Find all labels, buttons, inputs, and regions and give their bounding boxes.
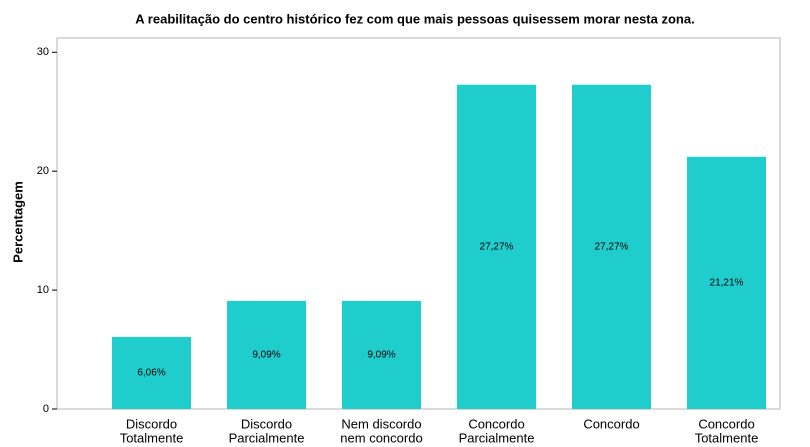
data-label: 27,27% [595,242,629,253]
y-tick-label: 30 [37,46,49,58]
x-tick-label: Totalmente [695,430,759,445]
x-tick-label: Nem discordo [341,416,421,431]
data-label: 21,21% [710,278,744,289]
data-label: 9,09% [367,350,395,361]
chart-title: A reabilitação do centro histórico fez c… [135,11,694,26]
x-tick-label: Discordo [126,416,177,431]
y-tick-label: 10 [37,284,49,296]
bar [687,156,766,409]
bar [457,84,536,410]
x-tick-label: Concordo [468,416,524,431]
x-tick-label: Concordo [583,416,639,431]
y-axis-label: Percentagem [10,181,25,263]
data-label: 9,09% [252,350,280,361]
bar [342,300,421,409]
x-tick-label: Parcialmente [459,430,535,445]
x-tick-label: nem concordo [340,430,422,445]
x-tick-label: Parcialmente [229,430,305,445]
bar [112,336,191,409]
x-tick-label: Concordo [698,416,754,431]
data-label: 6,06% [137,368,165,379]
x-tick-label: Totalmente [120,430,184,445]
data-label: 27,27% [480,242,514,253]
y-tick-label: 0 [43,403,49,415]
x-tick-label: Discordo [241,416,292,431]
bar [572,84,651,410]
bar [227,300,306,409]
y-tick-label: 20 [37,165,49,177]
